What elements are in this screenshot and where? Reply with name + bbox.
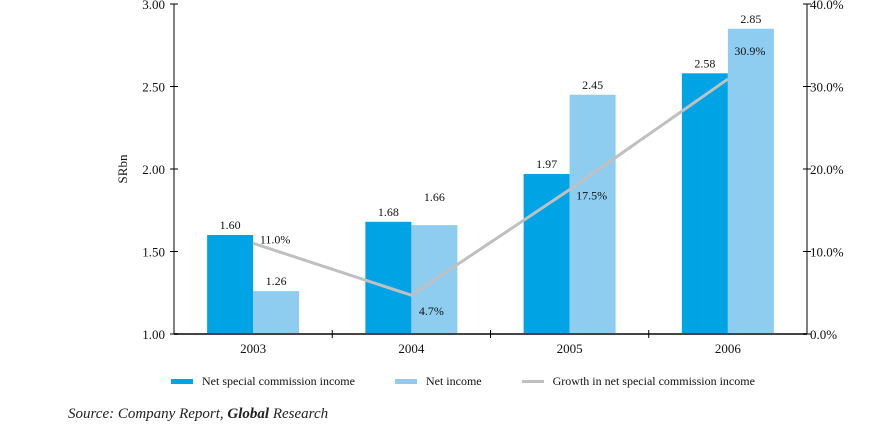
bar-net-special-commission-income xyxy=(207,235,254,334)
bar-net-special-commission-income xyxy=(523,173,570,334)
x-tick-label: 2005 xyxy=(557,341,583,356)
data-label-growth: 4.7% xyxy=(419,304,444,318)
source-suffix: Research xyxy=(269,406,329,422)
y-tick-label: 2.00 xyxy=(142,162,165,177)
data-label-growth: 11.0% xyxy=(260,232,291,246)
legend-label: Growth in net special commission income xyxy=(552,374,755,388)
data-label-net-special-commission-income: 1.97 xyxy=(536,157,557,171)
legend-item-net-special-commission-income: Net special commission income xyxy=(171,374,355,389)
legend: Net special commission income Net income… xyxy=(171,374,795,389)
legend-swatch-bar-dark xyxy=(171,379,193,384)
y2-tick-label: 20.0% xyxy=(810,162,844,177)
y-tick-label: 2.50 xyxy=(142,80,165,95)
data-label-net-special-commission-income: 1.68 xyxy=(378,205,399,219)
y-tick-label: 1.50 xyxy=(142,245,165,260)
x-tick-label: 2004 xyxy=(398,341,425,356)
legend-swatch-bar-light xyxy=(394,379,417,384)
bar-net-income xyxy=(727,28,774,334)
source-bold: Global xyxy=(227,406,270,422)
y2-tick-label: 0.0% xyxy=(810,327,837,342)
y-tick-label: 3.00 xyxy=(142,0,165,12)
bar-net-special-commission-income xyxy=(365,221,412,334)
y2-tick-label: 10.0% xyxy=(810,245,844,260)
y-axis-title: SRbn xyxy=(115,154,130,183)
y2-tick-label: 40.0% xyxy=(810,0,844,12)
y-tick-label: 1.00 xyxy=(142,327,165,342)
line-growth xyxy=(252,77,729,297)
data-label-growth: 17.5% xyxy=(576,189,607,203)
data-label-net-special-commission-income: 2.58 xyxy=(694,56,715,70)
data-label-growth: 30.9% xyxy=(734,44,765,58)
bar-net-income xyxy=(253,291,300,334)
bar-net-special-commission-income xyxy=(681,73,728,335)
data-label-net-income: 2.85 xyxy=(740,12,761,26)
data-label-net-income: 1.26 xyxy=(266,274,287,288)
bar-net-income xyxy=(569,94,616,334)
source-prefix: Source: Company Report, xyxy=(68,406,228,422)
x-tick-label: 2003 xyxy=(240,341,266,356)
legend-item-growth: Growth in net special commission income xyxy=(521,374,755,389)
data-label-net-special-commission-income: 1.60 xyxy=(220,218,241,232)
data-label-net-income: 2.45 xyxy=(582,78,603,92)
x-tick-label: 2006 xyxy=(715,341,742,356)
data-label-net-income: 1.66 xyxy=(424,190,445,204)
legend-label: Net income xyxy=(425,374,482,388)
source-note: Source: Company Report, Global Research xyxy=(68,406,328,423)
legend-item-net-income: Net income xyxy=(394,374,482,389)
legend-swatch-line xyxy=(521,380,544,383)
legend-label: Net special commission income xyxy=(202,374,355,388)
y2-tick-label: 30.0% xyxy=(810,80,844,95)
